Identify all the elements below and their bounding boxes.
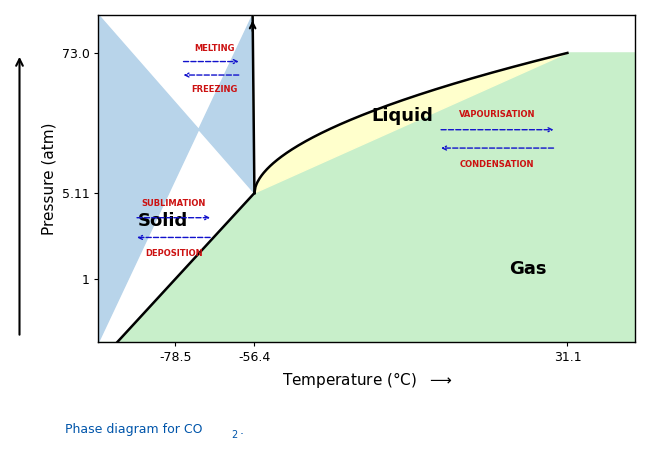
Polygon shape bbox=[98, 53, 635, 363]
Polygon shape bbox=[253, 15, 567, 193]
Polygon shape bbox=[98, 15, 254, 363]
Text: CONDENSATION: CONDENSATION bbox=[460, 160, 534, 169]
Text: Gas: Gas bbox=[509, 261, 547, 279]
Y-axis label: Pressure (atm): Pressure (atm) bbox=[41, 122, 56, 235]
Text: MELTING: MELTING bbox=[194, 44, 235, 53]
Text: DEPOSITION: DEPOSITION bbox=[145, 249, 202, 258]
X-axis label: Temperature (°C)  $\longrightarrow$: Temperature (°C) $\longrightarrow$ bbox=[281, 370, 452, 390]
Text: 2: 2 bbox=[231, 430, 237, 440]
Text: VAPOURISATION: VAPOURISATION bbox=[459, 110, 536, 119]
Text: Solid: Solid bbox=[138, 212, 188, 230]
Text: FREEZING: FREEZING bbox=[192, 86, 238, 94]
Text: Liquid: Liquid bbox=[372, 107, 434, 125]
Text: .: . bbox=[239, 423, 243, 436]
Text: SUBLIMATION: SUBLIMATION bbox=[142, 199, 206, 208]
Text: Phase diagram for CO: Phase diagram for CO bbox=[65, 423, 203, 436]
